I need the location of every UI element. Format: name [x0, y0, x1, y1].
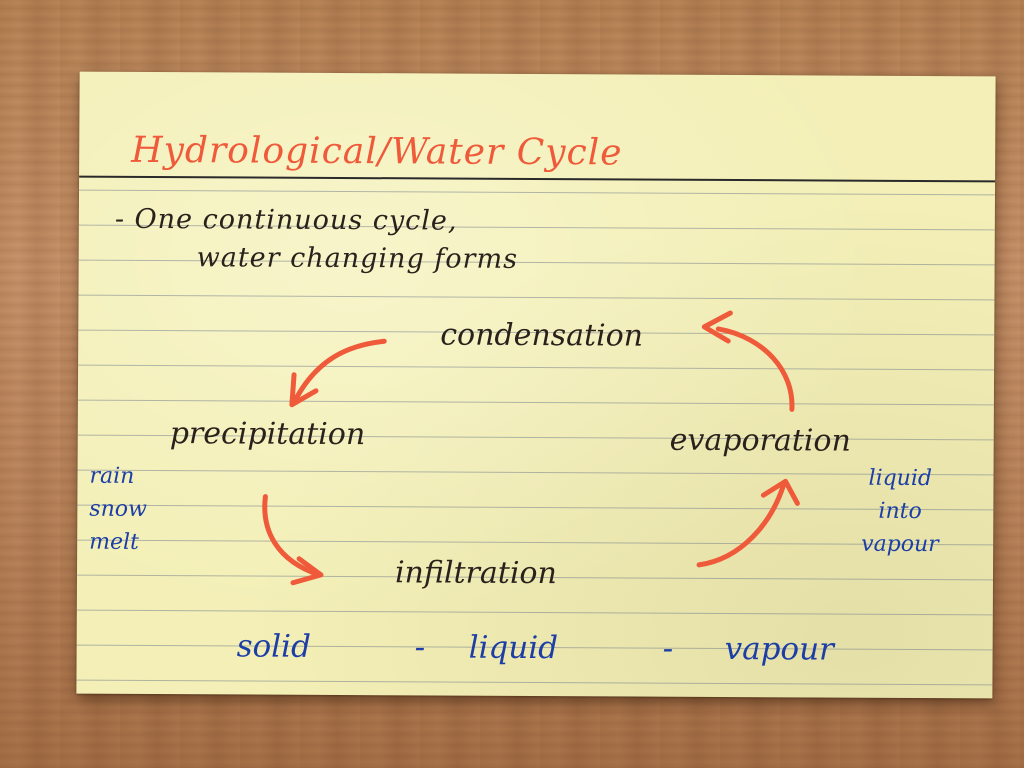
- arrow-infiltration-to-evaporation: [696, 478, 800, 568]
- arrow-precipitation-to-infiltration: [262, 494, 324, 586]
- index-card: Hydrological/Water Cycle - One continuou…: [76, 71, 996, 699]
- arrow-condensation-to-precipitation: [289, 338, 387, 408]
- arrow-evaporation-to-condensation: [701, 310, 795, 412]
- cycle-arrows: [262, 310, 800, 586]
